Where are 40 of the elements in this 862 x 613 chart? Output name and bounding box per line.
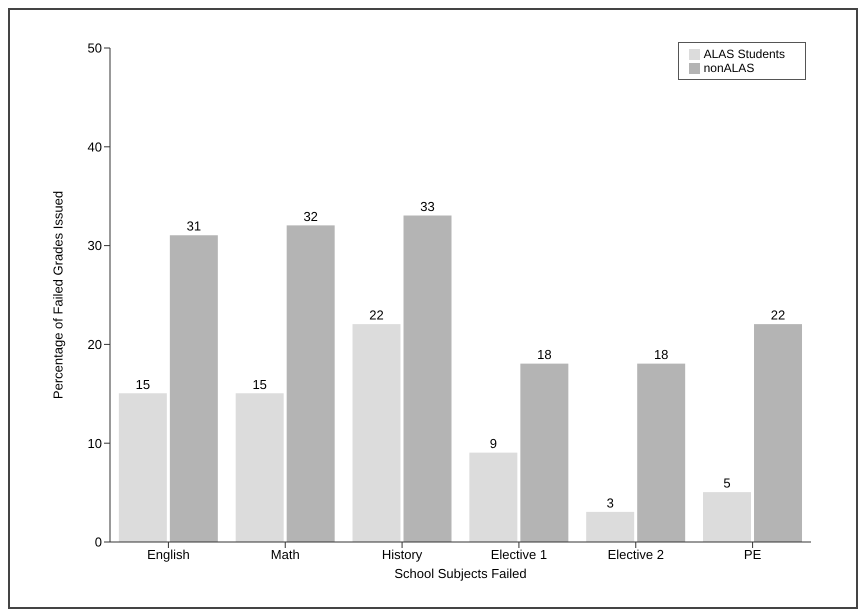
bar	[520, 364, 568, 542]
x-tick-label: Elective 1	[490, 547, 548, 562]
x-tick-label: PE	[744, 547, 762, 562]
data-label: 18	[654, 347, 668, 362]
data-label: 3	[606, 495, 614, 510]
bar	[352, 324, 401, 542]
legend-label: nonALAS	[704, 61, 754, 75]
y-tick-label: 20	[88, 337, 102, 352]
bar	[586, 512, 634, 542]
data-label: 32	[303, 208, 318, 224]
y-tick-label: 50	[88, 40, 102, 56]
bar	[236, 393, 284, 542]
y-tick-label: 10	[88, 436, 102, 451]
data-label: 22	[770, 308, 786, 323]
x-tick-label: Elective 2	[608, 547, 664, 562]
legend-label: ALAS Students	[704, 47, 785, 61]
bar	[170, 235, 218, 542]
bar	[286, 225, 335, 542]
data-label: 15	[252, 376, 267, 392]
data-label: 5	[723, 476, 731, 491]
data-label: 9	[490, 436, 497, 452]
data-label: 15	[136, 376, 150, 392]
data-label: 31	[186, 218, 202, 234]
y-tick-label: 40	[88, 139, 102, 154]
y-tick-label: 0	[94, 534, 102, 550]
bar	[703, 492, 752, 542]
x-tick-label: English	[147, 547, 190, 562]
bar	[637, 364, 686, 542]
bar	[469, 452, 518, 542]
data-label: 18	[537, 347, 552, 362]
bar	[118, 393, 167, 542]
y-tick-label: 30	[88, 238, 102, 254]
bar	[404, 215, 452, 542]
bar	[754, 324, 802, 542]
x-axis-title: School Subjects Failed	[394, 566, 527, 581]
data-label: 22	[369, 308, 384, 323]
data-label: 33	[420, 198, 435, 214]
y-axis-title: Percentage of Failed Grades Issued	[50, 190, 66, 400]
x-tick-label: Math	[270, 547, 300, 562]
x-tick-label: History	[382, 547, 423, 562]
